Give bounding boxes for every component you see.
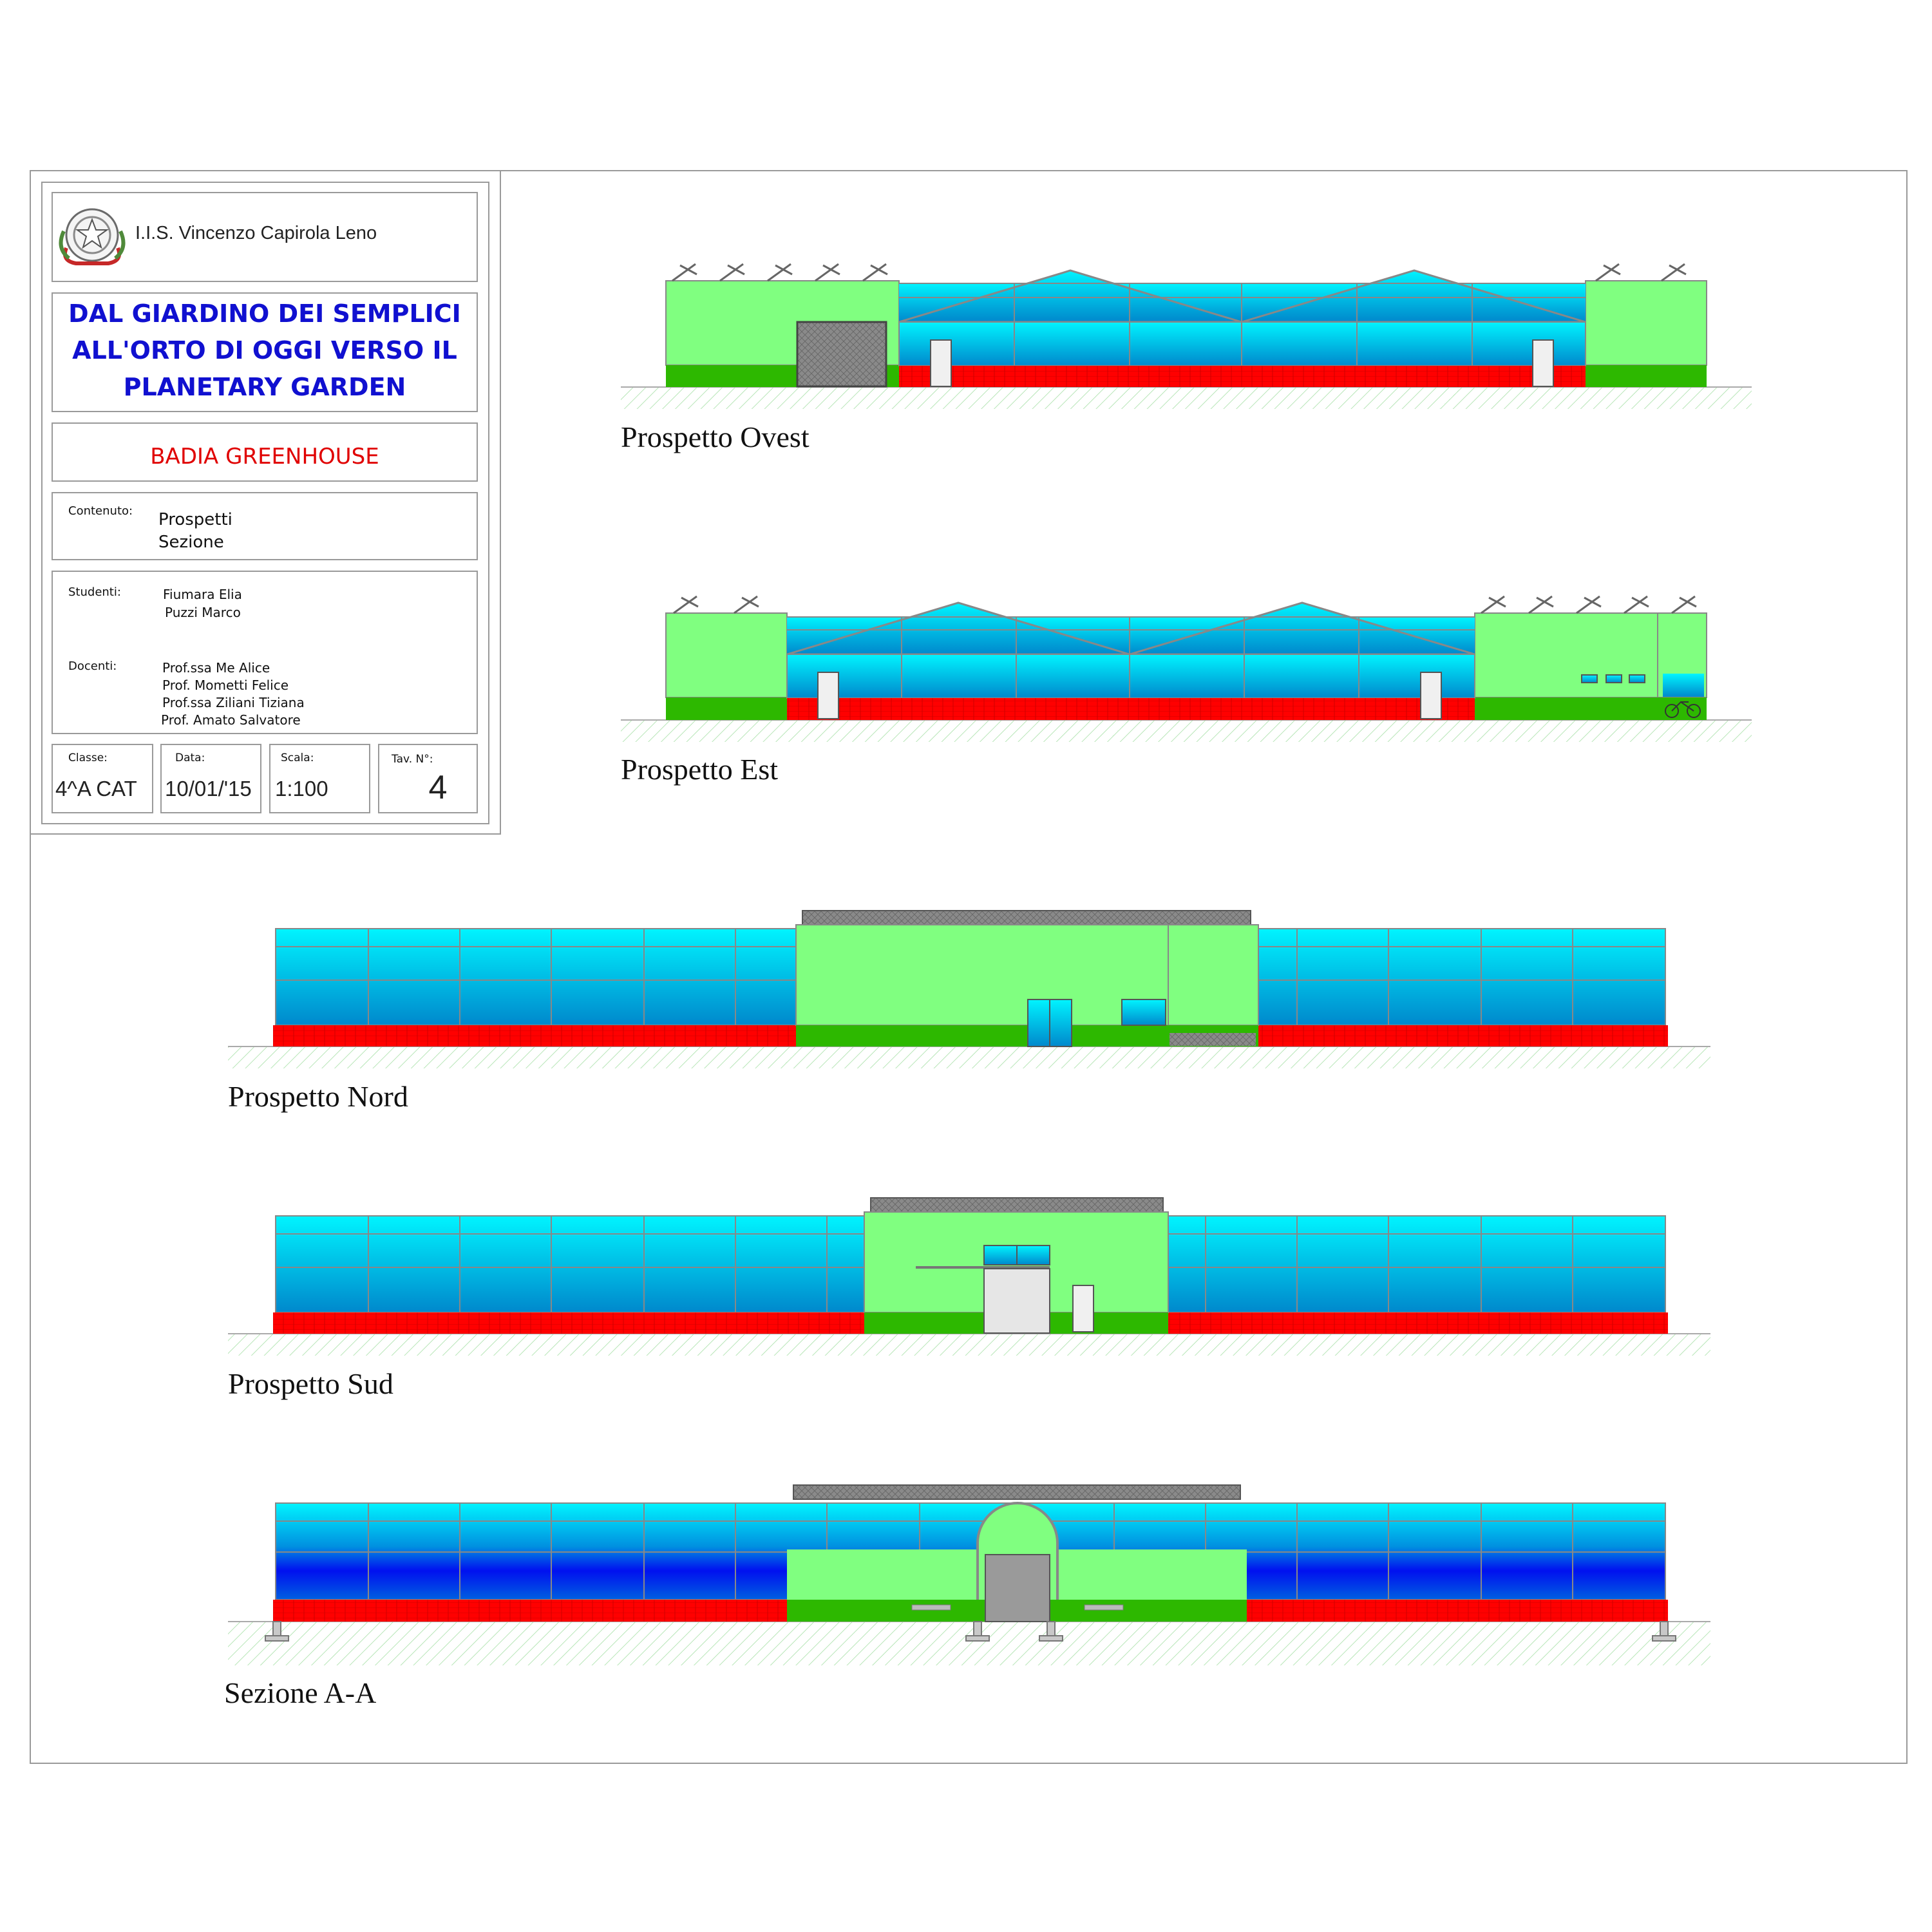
prospetto-sud-caption: Prospetto Sud xyxy=(228,1367,393,1400)
prospetto-est-caption: Prospetto Est xyxy=(621,753,778,786)
prospetto-nord-caption: Prospetto Nord xyxy=(228,1080,408,1113)
teacher-1: Prof.ssa Me Alice xyxy=(162,660,270,676)
sheet-number-value: 4 xyxy=(429,769,448,806)
title-block: I.I.S. Vincenzo Capirola Leno DAL GIARDI… xyxy=(30,170,501,835)
prospetto-ovest-drawing xyxy=(621,263,1752,409)
people-box xyxy=(52,571,478,734)
project-title-box xyxy=(52,292,478,412)
prospetto-nord-drawing xyxy=(228,910,1710,1068)
project-title-line-2: ALL'ORTO DI OGGI VERSO IL xyxy=(72,336,457,365)
teacher-4: Prof. Amato Salvatore xyxy=(161,712,301,728)
class-label: Classe: xyxy=(68,752,108,764)
project-title-line-3: PLANETARY GARDEN xyxy=(124,373,406,401)
contents-label: Contenuto: xyxy=(68,504,133,518)
project-title-line-1: DAL GIARDINO DEI SEMPLICI xyxy=(68,299,461,328)
project-name-box xyxy=(52,422,478,482)
date-label: Data: xyxy=(175,752,205,764)
scale-label: Scala: xyxy=(281,752,314,764)
teacher-2: Prof. Mometti Felice xyxy=(162,677,289,693)
student-1: Fiumara Elia xyxy=(163,587,242,602)
institute-name: I.I.S. Vincenzo Capirola Leno xyxy=(135,223,377,243)
teacher-3: Prof.ssa Ziliani Tiziana xyxy=(162,695,305,710)
project-name: BADIA GREENHOUSE xyxy=(150,444,379,469)
sheet-number-cell xyxy=(378,744,478,813)
italian-republic-emblem-icon xyxy=(59,208,126,265)
class-value: 4^A CAT xyxy=(55,777,137,800)
date-cell xyxy=(160,744,261,813)
prospetto-est-drawing xyxy=(621,595,1752,742)
sezione-aa-caption: Sezione A-A xyxy=(224,1676,376,1709)
date-value: 10/01/'15 xyxy=(165,777,252,800)
institute-box xyxy=(52,192,478,282)
prospetto-sud-drawing xyxy=(228,1197,1710,1356)
class-cell xyxy=(52,744,153,813)
student-2: Puzzi Marco xyxy=(165,605,241,620)
sheet-border xyxy=(30,170,1908,1764)
students-label: Studenti: xyxy=(68,585,121,599)
sezione-aa-drawing xyxy=(228,1484,1710,1665)
prospetto-ovest-caption: Prospetto Ovest xyxy=(621,421,810,453)
contents-item-2: Sezione xyxy=(158,533,224,552)
teachers-label: Docenti: xyxy=(68,659,117,673)
sheet-number-label: Tav. N°: xyxy=(391,753,433,766)
contents-box xyxy=(52,492,478,560)
scale-cell xyxy=(269,744,370,813)
scale-value: 1:100 xyxy=(275,777,328,800)
contents-item-1: Prospetti xyxy=(158,510,232,529)
